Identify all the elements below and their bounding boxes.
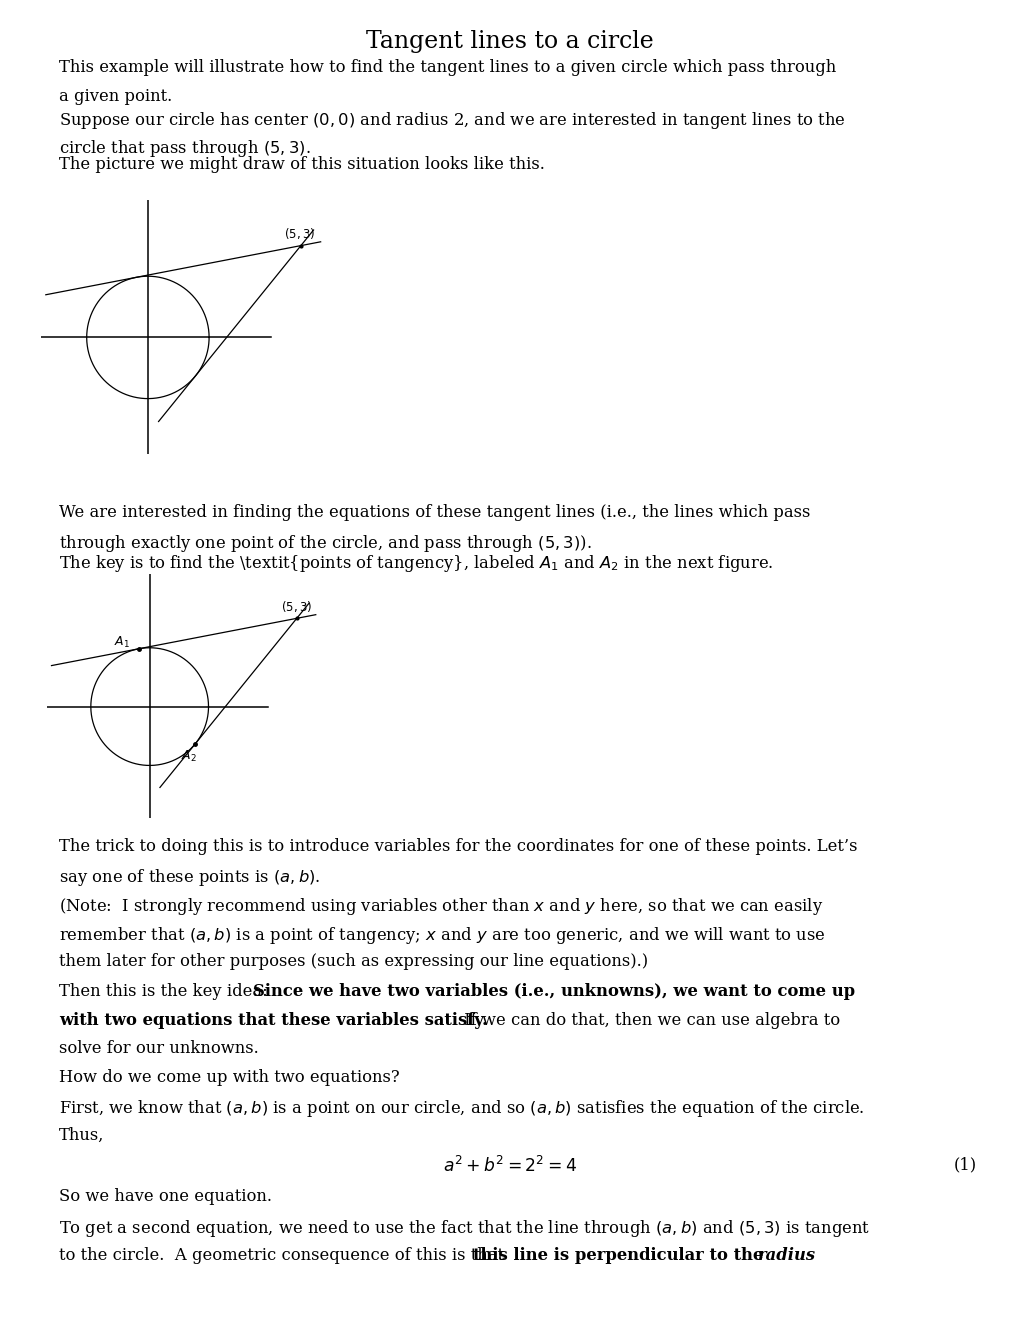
Text: The key is to find the \textit{points of tangency}, labeled $A_1$ and $A_2$ in t: The key is to find the \textit{points of…: [59, 553, 772, 574]
Text: with two equations that these variables satisfy.: with two equations that these variables …: [59, 1011, 487, 1028]
Text: Suppose our circle has center $(0, 0)$ and radius 2, and we are interested in ta: Suppose our circle has center $(0, 0)$ a…: [59, 110, 845, 131]
Text: We are interested in finding the equations of these tangent lines (i.e., the lin: We are interested in finding the equatio…: [59, 504, 810, 521]
Text: say one of these points is $(a, b)$.: say one of these points is $(a, b)$.: [59, 867, 320, 887]
Text: $A_2$: $A_2$: [180, 748, 197, 764]
Text: Thus,: Thus,: [59, 1126, 104, 1143]
Text: to the circle.  A geometric consequence of this is that: to the circle. A geometric consequence o…: [59, 1246, 508, 1263]
Text: Tangent lines to a circle: Tangent lines to a circle: [366, 30, 653, 53]
Text: solve for our unknowns.: solve for our unknowns.: [59, 1040, 259, 1057]
Text: How do we come up with two equations?: How do we come up with two equations?: [59, 1069, 399, 1086]
Text: $(5, 3)$: $(5, 3)$: [283, 226, 315, 242]
Text: (Note:  I strongly recommend using variables other than $x$ and $y$ here, so tha: (Note: I strongly recommend using variab…: [59, 896, 822, 917]
Text: this line is perpendicular to the: this line is perpendicular to the: [473, 1246, 768, 1263]
Text: circle that pass through $(5, 3)$.: circle that pass through $(5, 3)$.: [59, 137, 311, 158]
Text: $A_1$: $A_1$: [113, 635, 129, 649]
Text: First, we know that $(a, b)$ is a point on our circle, and so $(a, b)$ satisfies: First, we know that $(a, b)$ is a point …: [59, 1098, 864, 1119]
Text: The trick to doing this is to introduce variables for the coordinates for one of: The trick to doing this is to introduce …: [59, 838, 857, 855]
Text: To get a second equation, we need to use the fact that the line through $(a, b)$: To get a second equation, we need to use…: [59, 1218, 869, 1239]
Text: $(5, 3)$: $(5, 3)$: [280, 599, 312, 614]
Text: The picture we might draw of this situation looks like this.: The picture we might draw of this situat…: [59, 156, 544, 173]
Text: Then this is the key idea:: Then this is the key idea:: [59, 983, 273, 1001]
Text: radius: radius: [756, 1246, 814, 1263]
Text: If we can do that, then we can use algebra to: If we can do that, then we can use algeb…: [459, 1011, 840, 1028]
Text: a given point.: a given point.: [59, 87, 172, 104]
Text: them later for other purposes (such as expressing our line equations).): them later for other purposes (such as e…: [59, 953, 648, 970]
Text: This example will illustrate how to find the tangent lines to a given circle whi: This example will illustrate how to find…: [59, 59, 836, 77]
Text: $a^2 + b^2 = 2^2 = 4$: $a^2 + b^2 = 2^2 = 4$: [442, 1156, 577, 1176]
Text: through exactly one point of the circle, and pass through $(5, 3)$).: through exactly one point of the circle,…: [59, 532, 591, 553]
Text: (1): (1): [953, 1156, 976, 1173]
Text: So we have one equation.: So we have one equation.: [59, 1188, 272, 1205]
Text: Since we have two variables (i.e., unknowns), we want to come up: Since we have two variables (i.e., unkno…: [253, 983, 854, 1001]
Text: remember that $(a, b)$ is a point of tangency; $x$ and $y$ are too generic, and : remember that $(a, b)$ is a point of tan…: [59, 924, 825, 945]
